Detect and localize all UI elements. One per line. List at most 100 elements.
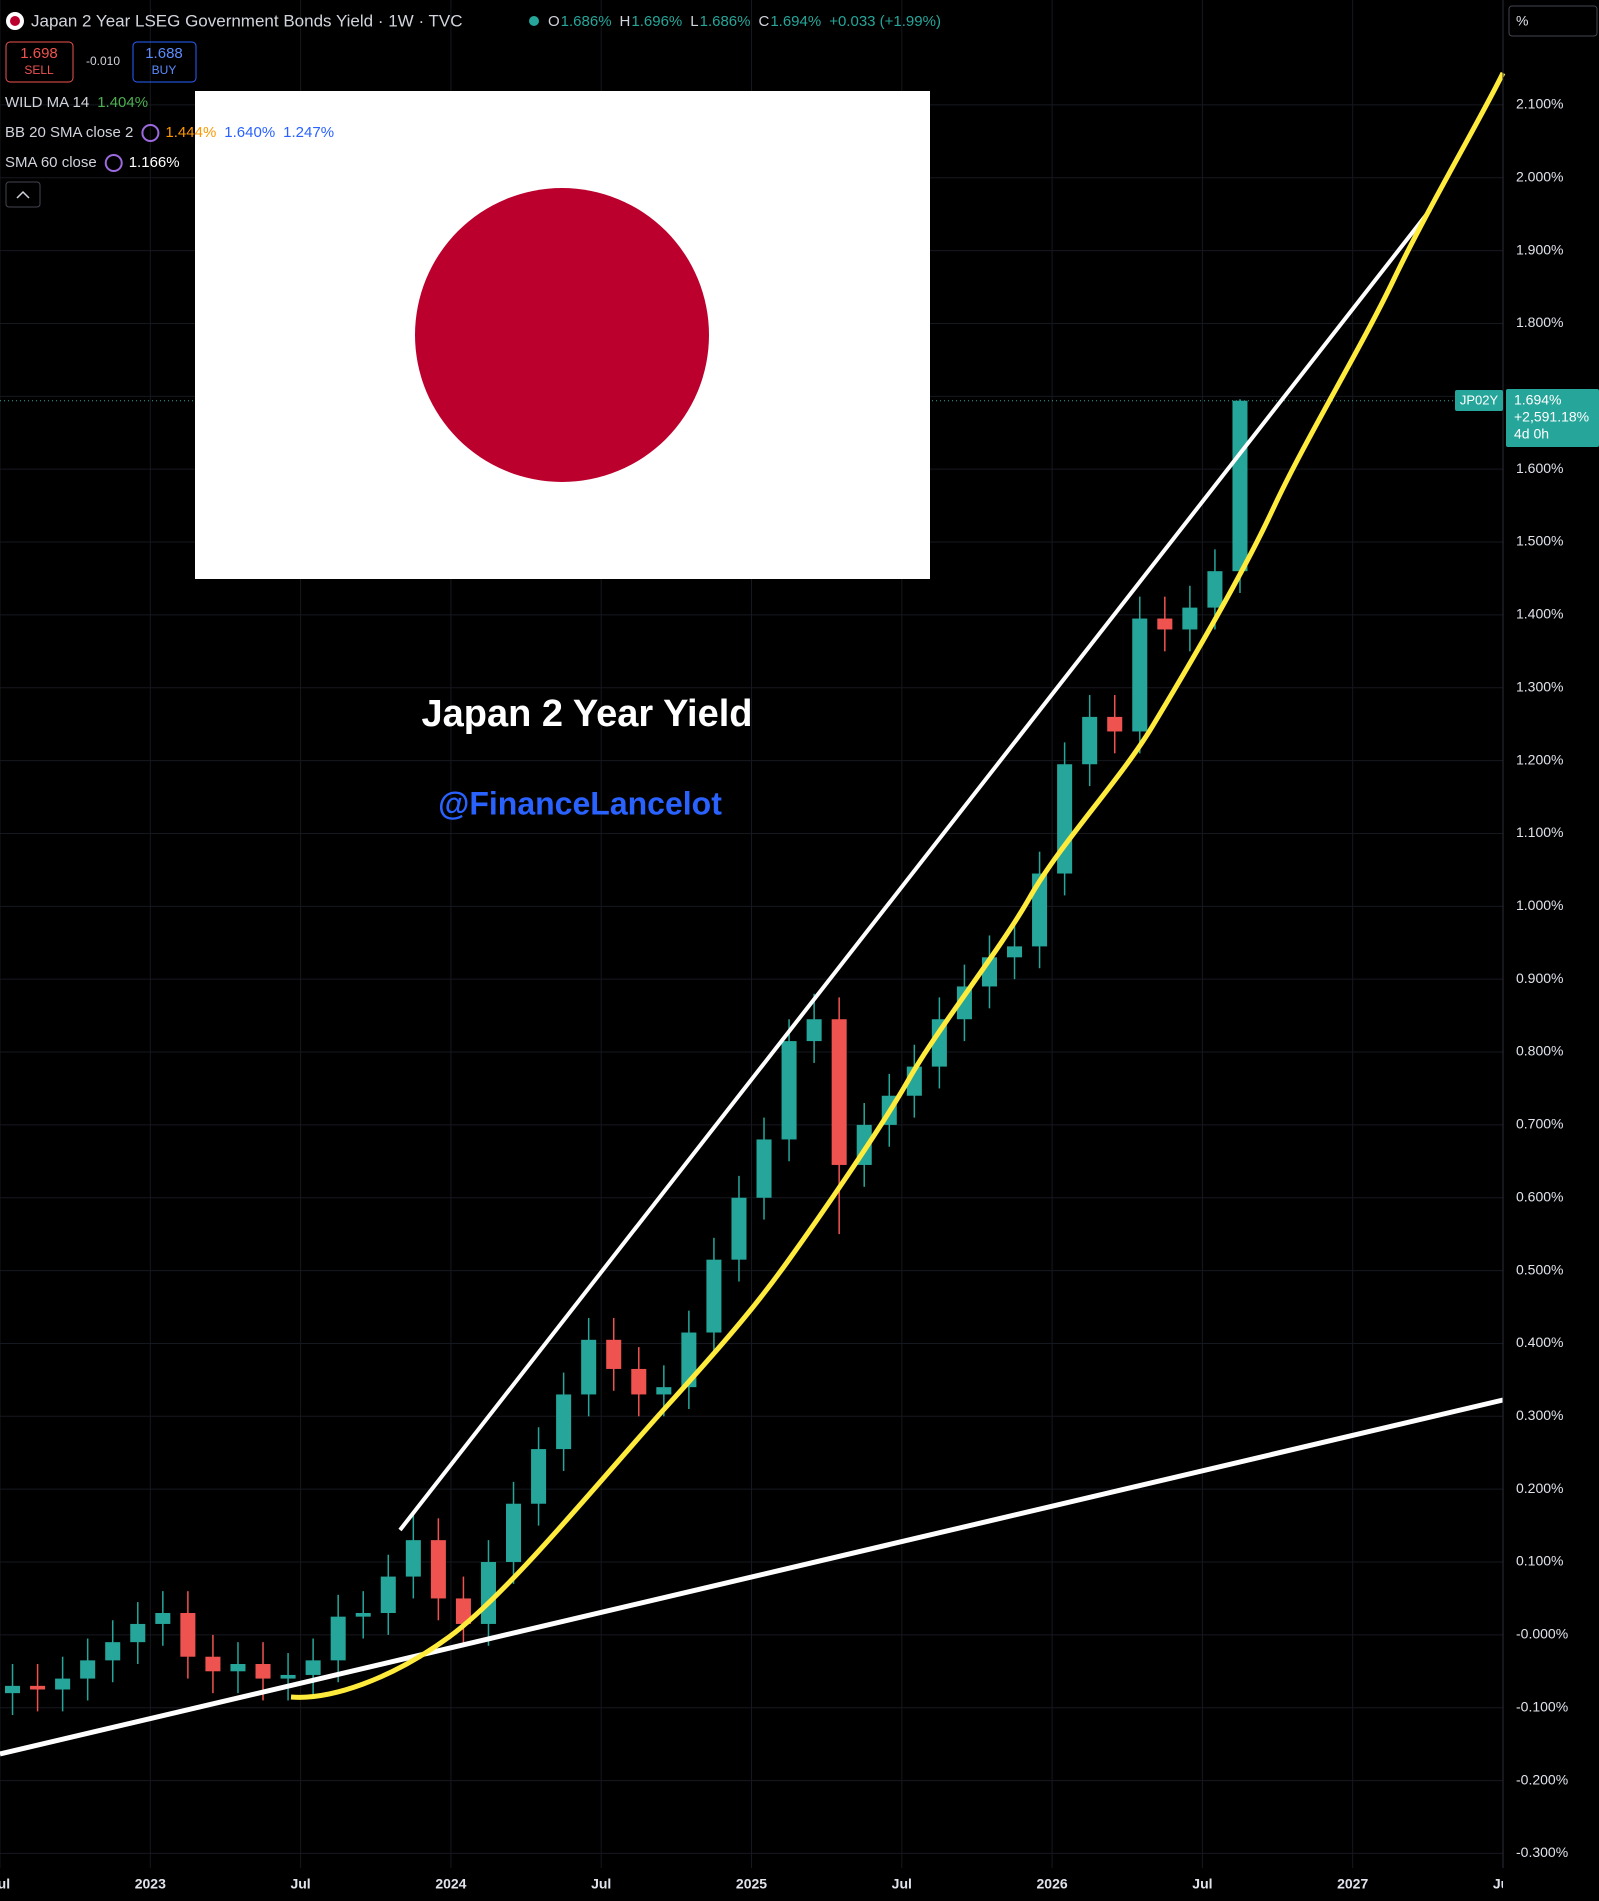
indicator-icon (141, 124, 160, 142)
price-tag-change: +2,591.18% (1514, 409, 1589, 425)
y-tick-label: 1.100% (1516, 824, 1563, 840)
trend-line (398, 208, 1432, 1532)
x-tick-label: Jul (591, 1876, 611, 1892)
y-tick-label: 1.200% (1516, 751, 1563, 767)
candle-body (506, 1503, 522, 1563)
candle-body (1007, 946, 1023, 958)
spread: -0.010 (86, 54, 120, 68)
candle-body (931, 1019, 947, 1067)
indicator-name: SMA 60 close (5, 154, 97, 171)
y-tick-label: 0.300% (1516, 1407, 1563, 1423)
y-tick-label: 2.000% (1516, 168, 1563, 184)
last-price: JP02Y 1.694% +2,591.18% 4d 0h (1455, 389, 1599, 447)
candle-body (806, 1019, 822, 1042)
candles (0, 399, 1503, 1716)
candle-body (656, 1387, 672, 1395)
ohlc-value: 1.696% (631, 13, 682, 30)
candle-body (355, 1613, 371, 1617)
collapse-icon[interactable] (16, 190, 30, 199)
candle-body (480, 1562, 496, 1624)
ohlc-key: C (758, 13, 769, 30)
y-tick-label: 1.000% (1516, 897, 1563, 913)
axis-unit: % (1516, 13, 1528, 29)
y-tick-label: 1.600% (1516, 460, 1563, 476)
x-tick-label: Jul (892, 1876, 912, 1892)
candle-body (1157, 618, 1173, 630)
candle-body (681, 1332, 697, 1388)
candle-body (731, 1197, 747, 1260)
y-tick-label: 0.600% (1516, 1188, 1563, 1204)
y-tick-label: 1.800% (1516, 314, 1563, 330)
candle-body (130, 1623, 146, 1643)
candle-body (430, 1540, 446, 1599)
annotation-handle: @FinanceLancelot (438, 785, 722, 821)
y-tick-label: -0.200% (1516, 1771, 1568, 1787)
candle-body (280, 1674, 296, 1679)
candle-body (330, 1616, 346, 1661)
ohlc: O 1.686% H 1.696% L 1.686% C 1.694% +0.033 (+1.9… (548, 13, 941, 30)
trend-line (0, 1397, 1504, 1757)
candle-body (781, 1041, 797, 1140)
market-status (529, 16, 539, 26)
candle-body (455, 1598, 471, 1624)
price-tag (1506, 389, 1599, 447)
x-tick-label: 2023 (135, 1876, 166, 1892)
symbol-tag-text: JP02Y (1460, 392, 1499, 407)
price-tag-price: 1.694% (1514, 392, 1561, 408)
indicators: WILD MA 14 1.404% BB 20 SMA close 2 1.444% 1… (5, 94, 334, 172)
candle-body (305, 1660, 321, 1675)
candle-body (5, 1685, 21, 1694)
collapse-button[interactable] (5, 181, 41, 208)
candle-body (105, 1642, 121, 1661)
x-tick-label: Jul (1192, 1876, 1212, 1892)
flag-sun (415, 188, 709, 482)
ohlc-value: 1.686% (561, 13, 612, 30)
candle-body (155, 1613, 171, 1624)
candle-body (956, 986, 972, 1020)
ohlc-key: L (690, 13, 698, 30)
candle-body (255, 1664, 271, 1679)
indicator-value: 1.404% (97, 94, 148, 111)
symbol-icon-dot (10, 16, 20, 26)
x-tick-label: 2027 (1337, 1876, 1368, 1892)
indicator-value: 1.444% (165, 124, 216, 141)
candle-body (556, 1394, 572, 1450)
candle-body (1132, 618, 1148, 732)
indicator-value: 1.247% (283, 124, 334, 141)
y-tick-label: -0.000% (1516, 1626, 1568, 1642)
y-tick-label: 1.500% (1516, 533, 1563, 549)
sell-label[interactable]: SELL (24, 63, 54, 77)
x-tick-label: 2024 (435, 1876, 466, 1892)
ohlc-value: 1.694% (770, 13, 821, 30)
annotation-title: Japan 2 Year Yield (422, 693, 753, 735)
indicator-value: 1.640% (224, 124, 275, 141)
y-tick-label: 0.400% (1516, 1334, 1563, 1350)
y-tick-label: 2.100% (1516, 96, 1563, 112)
x-tick-label: Jul (0, 1876, 10, 1892)
candle-body (831, 1019, 847, 1165)
buy-price[interactable]: 1.688 (145, 45, 183, 62)
trend-curve (290, 71, 1506, 1700)
change: +0.033 (+1.99%) (829, 13, 941, 30)
buy-button[interactable] (132, 41, 197, 83)
candle-body (1207, 571, 1223, 608)
candle-body (606, 1339, 622, 1369)
sell-button[interactable] (5, 41, 74, 83)
candle-body (631, 1368, 647, 1395)
y-tick-label: 0.500% (1516, 1261, 1563, 1277)
y-axis: -0.300% -0.200% -0.100% -0.000% 0.100% 0.200%… (1516, 96, 1568, 1861)
y-tick-label: 0.700% (1516, 1116, 1563, 1132)
y-tick-label: 1.300% (1516, 678, 1563, 694)
candle-body (1057, 764, 1073, 874)
candle-body (581, 1339, 597, 1395)
x-tick-label: Jul (290, 1876, 310, 1892)
unit-box[interactable] (1508, 5, 1598, 37)
sell-price[interactable]: 1.698 (20, 45, 58, 62)
indicator-name: BB 20 SMA close 2 (5, 124, 133, 141)
candle-body (756, 1139, 772, 1198)
candle-body (1107, 716, 1123, 732)
buy-label[interactable]: BUY (152, 63, 177, 77)
candle-body (1232, 400, 1248, 572)
y-tick-label: 0.200% (1516, 1480, 1563, 1496)
